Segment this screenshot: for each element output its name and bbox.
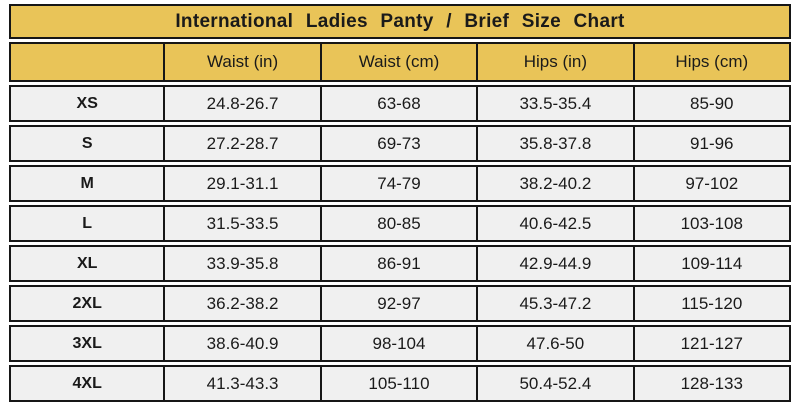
column-header-hips-cm: Hips (cm) — [634, 42, 791, 82]
measurement-cell-waist_cm: 105-110 — [321, 365, 479, 402]
column-header-hips-in: Hips (in) — [478, 42, 635, 82]
measurement-cell-hips_in: 38.2-40.2 — [478, 165, 635, 202]
table-body: XS 24.8-26.7 63-68 33.5-35.4 85-90 S 27.2-28.7… — [9, 85, 791, 402]
size-row-xl: XL 33.9-35.8 86-91 42.9-44.9 109-114 — [9, 245, 791, 282]
chart-title: International Ladies Panty / Brief Size … — [9, 4, 791, 39]
measurement-cell-hips_cm: 91-96 — [634, 125, 791, 162]
measurement-cell-hips_in: 45.3-47.2 — [478, 285, 635, 322]
measurement-cell-waist_in: 27.2-28.7 — [165, 125, 322, 162]
table-head: International Ladies Panty / Brief Size … — [9, 4, 791, 82]
measurement-cell-waist_cm: 63-68 — [321, 85, 479, 122]
size-table: International Ladies Panty / Brief Size … — [9, 1, 791, 405]
measurement-cell-waist_in: 38.6-40.9 — [165, 325, 322, 362]
size-row-l: L 31.5-33.5 80-85 40.6-42.5 103-108 — [9, 205, 791, 242]
measurement-cell-waist_in: 31.5-33.5 — [165, 205, 322, 242]
measurement-cell-hips_cm: 109-114 — [634, 245, 791, 282]
size-label: 2XL — [9, 285, 166, 322]
measurement-cell-waist_in: 24.8-26.7 — [165, 85, 322, 122]
measurement-cell-waist_cm: 69-73 — [321, 125, 479, 162]
measurement-cell-hips_in: 35.8-37.8 — [478, 125, 635, 162]
measurement-cell-waist_cm: 74-79 — [321, 165, 479, 202]
size-label: XS — [9, 85, 166, 122]
size-label: M — [9, 165, 166, 202]
size-label: 4XL — [9, 365, 166, 402]
measurement-cell-hips_cm: 85-90 — [634, 85, 791, 122]
size-row-4xl: 4XL 41.3-43.3 105-110 50.4-52.4 128-133 — [9, 365, 791, 402]
measurement-cell-hips_cm: 97-102 — [634, 165, 791, 202]
size-label: L — [9, 205, 166, 242]
measurement-cell-hips_in: 42.9-44.9 — [478, 245, 635, 282]
size-row-m: M 29.1-31.1 74-79 38.2-40.2 97-102 — [9, 165, 791, 202]
size-row-3xl: 3XL 38.6-40.9 98-104 47.6-50 121-127 — [9, 325, 791, 362]
measurement-cell-waist_cm: 86-91 — [321, 245, 479, 282]
size-row-xs: XS 24.8-26.7 63-68 33.5-35.4 85-90 — [9, 85, 791, 122]
column-header-waist-cm: Waist (cm) — [321, 42, 479, 82]
size-row-2xl: 2XL 36.2-38.2 92-97 45.3-47.2 115-120 — [9, 285, 791, 322]
measurement-cell-hips_cm: 128-133 — [634, 365, 791, 402]
measurement-cell-waist_in: 36.2-38.2 — [165, 285, 322, 322]
size-row-s: S 27.2-28.7 69-73 35.8-37.8 91-96 — [9, 125, 791, 162]
measurement-cell-hips_in: 40.6-42.5 — [478, 205, 635, 242]
measurement-cell-waist_cm: 80-85 — [321, 205, 479, 242]
measurement-cell-hips_in: 47.6-50 — [478, 325, 635, 362]
measurement-cell-waist_in: 29.1-31.1 — [165, 165, 322, 202]
size-label: 3XL — [9, 325, 166, 362]
column-header-row: Waist (in) Waist (cm) Hips (in) Hips (cm… — [9, 42, 791, 82]
measurement-cell-waist_cm: 98-104 — [321, 325, 479, 362]
column-header-waist-in: Waist (in) — [165, 42, 322, 82]
title-row: International Ladies Panty / Brief Size … — [9, 4, 791, 39]
size-label: XL — [9, 245, 166, 282]
measurement-cell-waist_cm: 92-97 — [321, 285, 479, 322]
column-header-size — [9, 42, 166, 82]
measurement-cell-waist_in: 33.9-35.8 — [165, 245, 322, 282]
measurement-cell-hips_cm: 103-108 — [634, 205, 791, 242]
measurement-cell-hips_in: 33.5-35.4 — [478, 85, 635, 122]
size-label: S — [9, 125, 166, 162]
measurement-cell-waist_in: 41.3-43.3 — [165, 365, 322, 402]
measurement-cell-hips_cm: 121-127 — [634, 325, 791, 362]
measurement-cell-hips_in: 50.4-52.4 — [478, 365, 635, 402]
measurement-cell-hips_cm: 115-120 — [634, 285, 791, 322]
